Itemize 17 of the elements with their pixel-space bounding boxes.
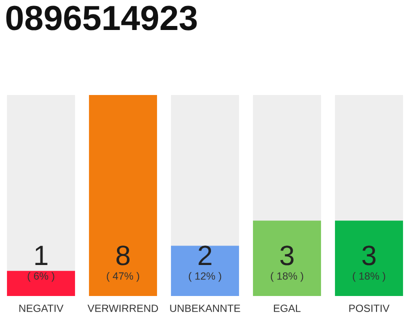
data-label: 8 — [116, 246, 130, 266]
annotation: ( 12% ) — [188, 272, 222, 282]
data-label: 3 — [280, 246, 294, 266]
x-tick-label: POSITIV — [349, 304, 390, 312]
chart-title: 0896514923 — [6, 6, 197, 30]
annotation: ( 6% ) — [28, 272, 54, 282]
x-tick-label: NEGATIV — [19, 304, 64, 312]
bar — [6, 270, 76, 296]
data-label: 3 — [362, 246, 376, 266]
data-label: 1 — [35, 246, 48, 265]
annotation: ( 47% ) — [106, 272, 140, 282]
x-tick-label: VERWIRREND — [88, 304, 158, 312]
data-label: 2 — [198, 246, 212, 265]
x-tick-label: UNBEKANNTE — [170, 304, 240, 312]
x-tick-label: EGAL — [274, 304, 301, 312]
annotation: ( 18% ) — [352, 272, 386, 282]
annotation: ( 18% ) — [270, 272, 304, 282]
